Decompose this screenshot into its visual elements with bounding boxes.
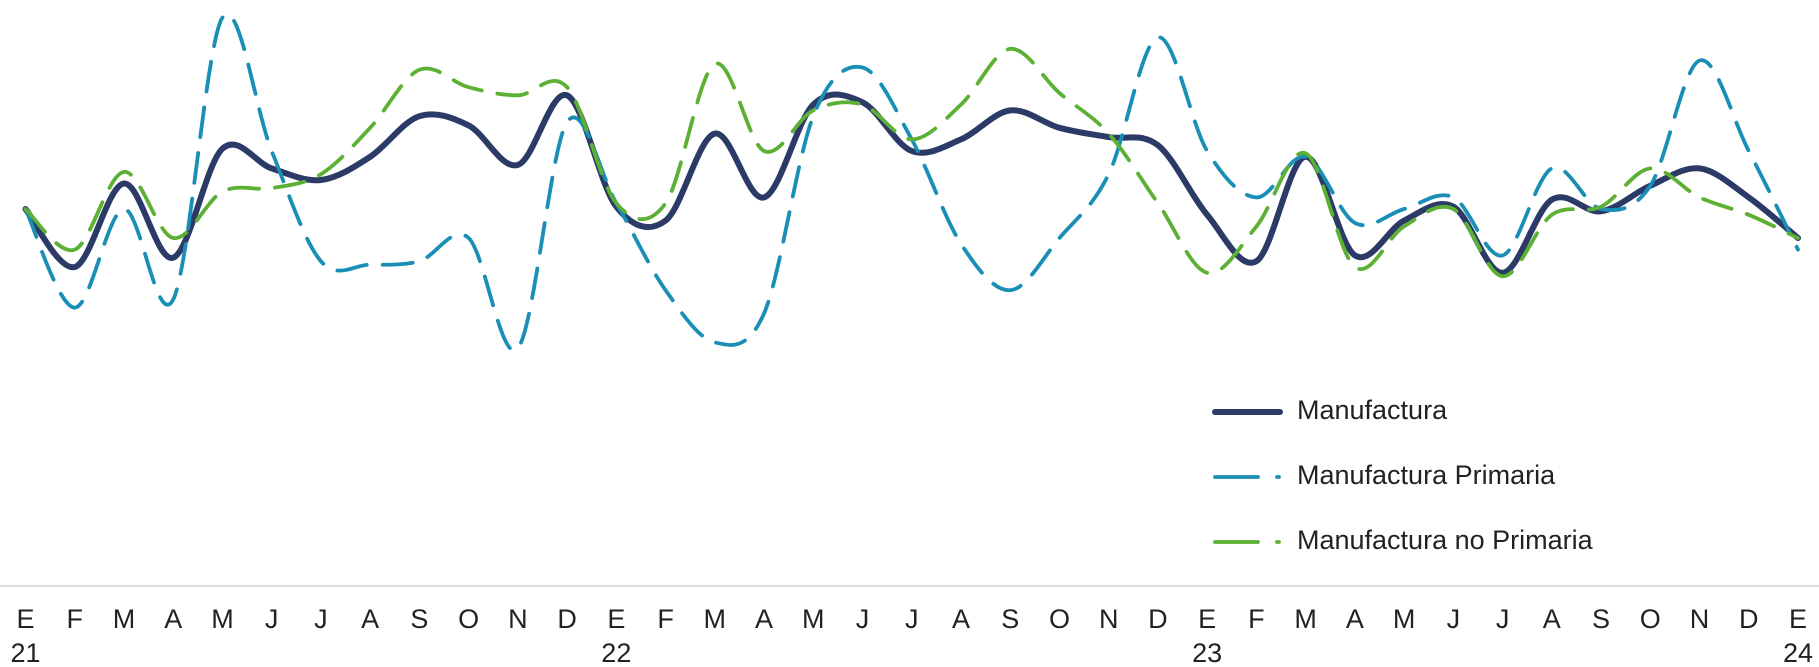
x-tick-label: M	[211, 604, 234, 634]
x-tick-label: M	[704, 604, 727, 634]
x-tick-label: J	[856, 604, 870, 634]
x-tick-label: J	[314, 604, 328, 634]
legend-label: Manufactura	[1297, 395, 1448, 425]
x-tick-label: O	[458, 604, 479, 634]
x-tick-label: O	[1049, 604, 1070, 634]
series-line	[23, 12, 1800, 353]
x-tick-label: A	[361, 604, 379, 634]
x-tick-label: A	[952, 604, 970, 634]
x-tick-label: J	[1447, 604, 1461, 634]
x-tick-label: A	[1543, 604, 1561, 634]
x-tick-label: A	[1346, 604, 1364, 634]
x-tick-label: M	[1294, 604, 1317, 634]
x-tick-label: M	[1393, 604, 1416, 634]
legend-label: Manufactura no Primaria	[1297, 525, 1594, 555]
x-tick-label: J	[905, 604, 919, 634]
x-tick-label: O	[1640, 604, 1661, 634]
x-tick-label: F	[1248, 604, 1265, 634]
x-tick-label: N	[1099, 604, 1119, 634]
series-line	[23, 47, 1800, 279]
x-tick-label: E	[1198, 604, 1216, 634]
x-tick-label: D	[1148, 604, 1168, 634]
x-tick-label: E	[607, 604, 625, 634]
x-tick-label: E	[16, 604, 34, 634]
x-tick-label: E	[1789, 604, 1807, 634]
x-year-label: 24	[1783, 638, 1813, 667]
x-year-label: 23	[1192, 638, 1222, 667]
x-tick-label: F	[66, 604, 83, 634]
x-tick-label: M	[802, 604, 825, 634]
x-year-label: 22	[601, 638, 631, 667]
x-tick-label: S	[1001, 604, 1019, 634]
legend-label: Manufactura Primaria	[1297, 460, 1556, 490]
x-tick-label: A	[164, 604, 182, 634]
x-tick-label: N	[508, 604, 528, 634]
x-tick-label: A	[755, 604, 773, 634]
x-tick-label: F	[657, 604, 674, 634]
x-tick-label: D	[1739, 604, 1759, 634]
x-tick-label: D	[557, 604, 577, 634]
x-tick-label: S	[1592, 604, 1610, 634]
x-tick-label: S	[410, 604, 428, 634]
x-tick-label: J	[1496, 604, 1510, 634]
x-tick-label: J	[265, 604, 279, 634]
x-tick-label: M	[113, 604, 136, 634]
x-tick-label: N	[1690, 604, 1710, 634]
x-year-label: 21	[10, 638, 40, 667]
